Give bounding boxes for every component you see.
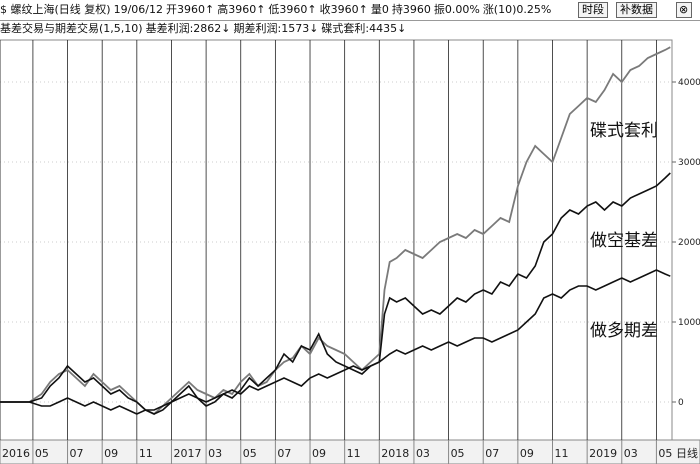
indicator-value: 基差利润:2862↓ (145, 22, 231, 35)
header-item: $ 螺纹上海(日线 复权) (0, 3, 111, 16)
y-tick-label: 0 (678, 398, 684, 408)
series-label: 做空基差 (590, 231, 658, 251)
y-tick-label: 2000 (678, 238, 700, 248)
header-item: 量0 (370, 3, 389, 16)
x-tick-label: 11 (554, 447, 568, 460)
header-item: 振0.00% (433, 3, 480, 16)
series-line (0, 46, 671, 416)
indicator-bar: 基差交易与期差交易(1,5,10) 基差利润:2862↓ 期差利润:1573↓ 碟式套… (0, 21, 690, 37)
series-label: 碟式套利 (590, 121, 658, 141)
x-tick-label: 03 (624, 447, 638, 460)
indicator-value: 期差利润:1573↓ (233, 22, 319, 35)
indicator-value: 碟式套利:4435↓ (321, 22, 407, 35)
x-axis-band (0, 439, 700, 464)
x-tick-label: 03 (208, 447, 222, 460)
x-tick-label: 03 (416, 447, 430, 460)
x-tick-label: 11 (347, 447, 361, 460)
indicator-name: 基差交易与期差交易(1,5,10) (0, 22, 143, 35)
button[interactable]: 补数据 (616, 2, 657, 18)
x-tick-label: 05 (451, 447, 465, 460)
x-tick-label: 05 (243, 447, 257, 460)
x-tick-label: 2019 (589, 447, 617, 460)
header-item: 收3960↑ (319, 3, 368, 16)
x-tick-label: 07 (277, 447, 291, 460)
period-label: 日线 (676, 446, 698, 460)
x-tick-label: 09 (520, 447, 534, 460)
x-tick-label: 2017 (173, 447, 201, 460)
y-tick-label: 1000 (678, 318, 700, 328)
close-button[interactable]: ⊗ (676, 2, 692, 18)
header-item: 持3960 (391, 3, 431, 16)
y-tick-label: 4000 (678, 78, 700, 88)
x-tick-label: 07 (485, 447, 499, 460)
series-line (0, 269, 671, 415)
x-tick-label: 09 (104, 447, 118, 460)
x-tick-label: 11 (139, 447, 153, 460)
x-tick-label: 2016 (2, 447, 30, 460)
button[interactable]: 时段 (578, 2, 608, 18)
series-label: 做多期差 (590, 321, 658, 341)
x-tick-label: 09 (312, 447, 326, 460)
y-tick-label: 3000 (678, 158, 700, 168)
x-tick-label: 05 (658, 447, 672, 460)
header-item: 高3960↑ (217, 3, 266, 16)
header-item: 涨(10)0.25% (482, 3, 552, 16)
series-line (0, 172, 671, 415)
header-item: 低3960↑ (268, 3, 317, 16)
header-item: 开3960↑ (165, 3, 215, 16)
x-tick-label: 05 (35, 447, 49, 460)
header-bar: $ 螺纹上海(日线 复权) 19/06/12 开3960↑ 高3960↑ 低3960↑ 收… (0, 0, 700, 21)
header-item: 19/06/12 (113, 3, 163, 16)
x-tick-label: 07 (70, 447, 84, 460)
x-tick-label: 2018 (381, 447, 409, 460)
